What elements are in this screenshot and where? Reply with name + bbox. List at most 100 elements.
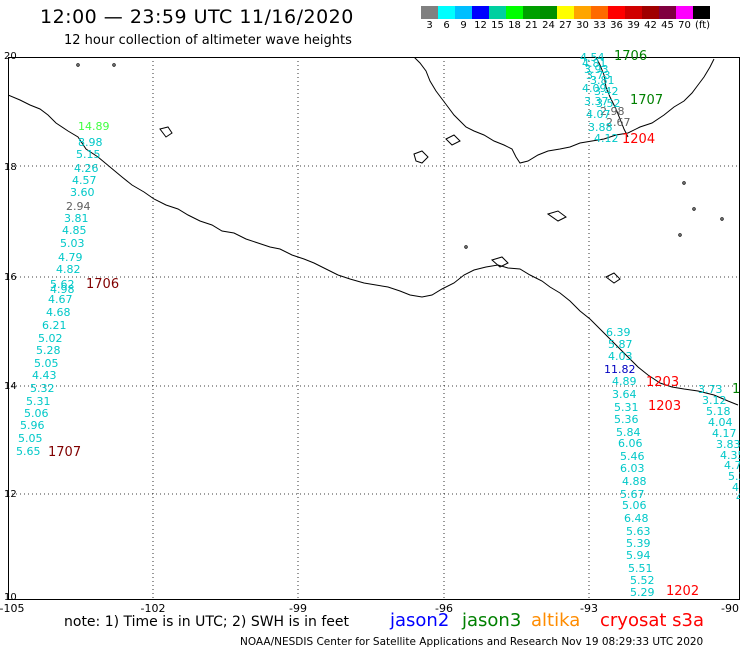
wave-height-value: 4.57: [72, 174, 97, 187]
wave-height-value: 2.67: [606, 116, 631, 129]
wave-height-value: 4.: [732, 481, 740, 494]
lon-label: -90: [721, 602, 739, 615]
legend-altika: altika: [531, 610, 581, 631]
lon-label: -93: [580, 602, 598, 615]
scale-label: 36: [610, 20, 623, 31]
wave-height-value: 5.87: [608, 338, 633, 351]
wave-height-value: 5.29: [630, 586, 655, 599]
legend-cryosat: cryosat s3a: [600, 610, 705, 631]
scale-swatch: [506, 6, 523, 19]
wave-height-value: 6.03: [620, 462, 645, 475]
wave-height-value: 5.36: [614, 413, 639, 426]
time-label: 1202: [666, 584, 700, 599]
island-dot: [682, 181, 686, 185]
scale-label: 39: [627, 20, 640, 31]
wave-height-value: 2.94: [66, 200, 91, 213]
scale-label: 9: [460, 20, 467, 31]
wave-height-value: 3.37: [584, 95, 609, 108]
scale-swatch: [591, 6, 608, 19]
island-dot: [692, 207, 696, 211]
wave-height-value: 11.82: [604, 363, 636, 376]
scale-label: 3: [426, 20, 433, 31]
wave-height-value: 5.28: [36, 344, 61, 357]
page-subtitle: 12 hour collection of altimeter wave hei…: [64, 33, 352, 48]
gulf-coast-path: [413, 57, 715, 164]
legend-jason3: jason3: [462, 610, 522, 631]
scale-swatch: [557, 6, 574, 19]
wave-height-value: 5.96: [20, 419, 45, 432]
scale-label: 6: [443, 20, 450, 31]
wave-height-value: 5.52: [630, 574, 655, 587]
wave-height-value: 4.04: [708, 416, 733, 429]
wave-height-value: 4.85: [62, 224, 87, 237]
wave-height-value: 3.42: [594, 85, 619, 98]
wave-height-value: 5.62: [50, 278, 75, 291]
scale-swatch: [523, 6, 540, 19]
map-canvas: [8, 57, 740, 600]
scale-swatch: [438, 6, 455, 19]
time-label: 1706: [614, 49, 648, 64]
wave-height-value: 5.65: [16, 445, 41, 458]
wave-height-value: 5.2: [728, 470, 740, 483]
scale-swatch: [421, 6, 438, 19]
page-title: 12:00 — 23:59 UTC 11/16/2020: [40, 6, 354, 28]
wave-height-value: 4.03: [608, 350, 633, 363]
wave-height-value: 4.09: [582, 82, 607, 95]
footer-note: note: 1) Time is in UTC; 2) SWH is in fe…: [64, 614, 350, 630]
island-shape: [605, 272, 621, 284]
lat-label: 20: [4, 51, 17, 62]
island-dot: [678, 233, 682, 237]
scale-swatch: [693, 6, 710, 19]
scale-swatch: [608, 6, 625, 19]
time-label: 1203: [648, 399, 682, 414]
wave-height-value: 3.73: [698, 383, 723, 396]
pacific-coast-path: [8, 94, 739, 406]
wave-height-value: 4.79: [58, 251, 83, 264]
wave-height-value: 3.60: [70, 186, 95, 199]
scale-swatch: [540, 6, 557, 19]
wave-height-value: 6.06: [618, 437, 643, 450]
wave-height-value: 5.46: [620, 450, 645, 463]
wave-height-value: 4.98: [50, 283, 75, 296]
scale-label: 12: [474, 20, 487, 31]
time-label: 1203: [646, 375, 680, 390]
lon-label: -99: [289, 602, 307, 615]
scale-swatch: [455, 6, 472, 19]
island-shape: [490, 256, 509, 268]
time-label: 1707: [630, 93, 664, 108]
islands: [76, 63, 724, 284]
wave-height-value: 5.51: [628, 562, 653, 575]
wave-height-value: 3.93: [584, 63, 609, 76]
wave-height-value: 8.98: [78, 136, 103, 149]
wave-height-value: 4.7: [724, 459, 740, 472]
wave-height-value: 14.89: [78, 120, 110, 133]
wave-height-value: 4: [736, 491, 740, 504]
lat-label: 10: [4, 592, 17, 603]
wave-height-value: 6.21: [42, 319, 67, 332]
color-scale-bar: [421, 6, 710, 19]
wave-height-value: 3.83: [716, 438, 740, 451]
wave-height-value: 4.43: [32, 369, 57, 382]
wave-height-value: 5.05: [34, 357, 59, 370]
scale-label: 33: [593, 20, 606, 31]
wave-height-value: 5.94: [626, 549, 651, 562]
time-label: 1204: [622, 132, 656, 147]
scale-label: 18: [508, 20, 521, 31]
scale-label: 30: [576, 20, 589, 31]
scale-label: 70: [678, 20, 691, 31]
time-label: 1706: [86, 277, 120, 292]
wave-height-value: 4.82: [56, 263, 81, 276]
coastline: [8, 57, 739, 406]
lat-label: 12: [4, 489, 17, 500]
scale-swatch: [676, 6, 693, 19]
wave-height-value: 4.07: [586, 108, 611, 121]
lon-label: -105: [0, 602, 25, 615]
island-shape: [413, 150, 429, 164]
scale-swatch: [625, 6, 642, 19]
scale-swatch: [642, 6, 659, 19]
wave-height-value: 4.54: [580, 51, 605, 64]
island-shape: [445, 134, 461, 146]
wave-height-value: 4.89: [612, 375, 637, 388]
wave-height-value: 2.98: [600, 105, 625, 118]
lon-label: -102: [140, 602, 166, 615]
